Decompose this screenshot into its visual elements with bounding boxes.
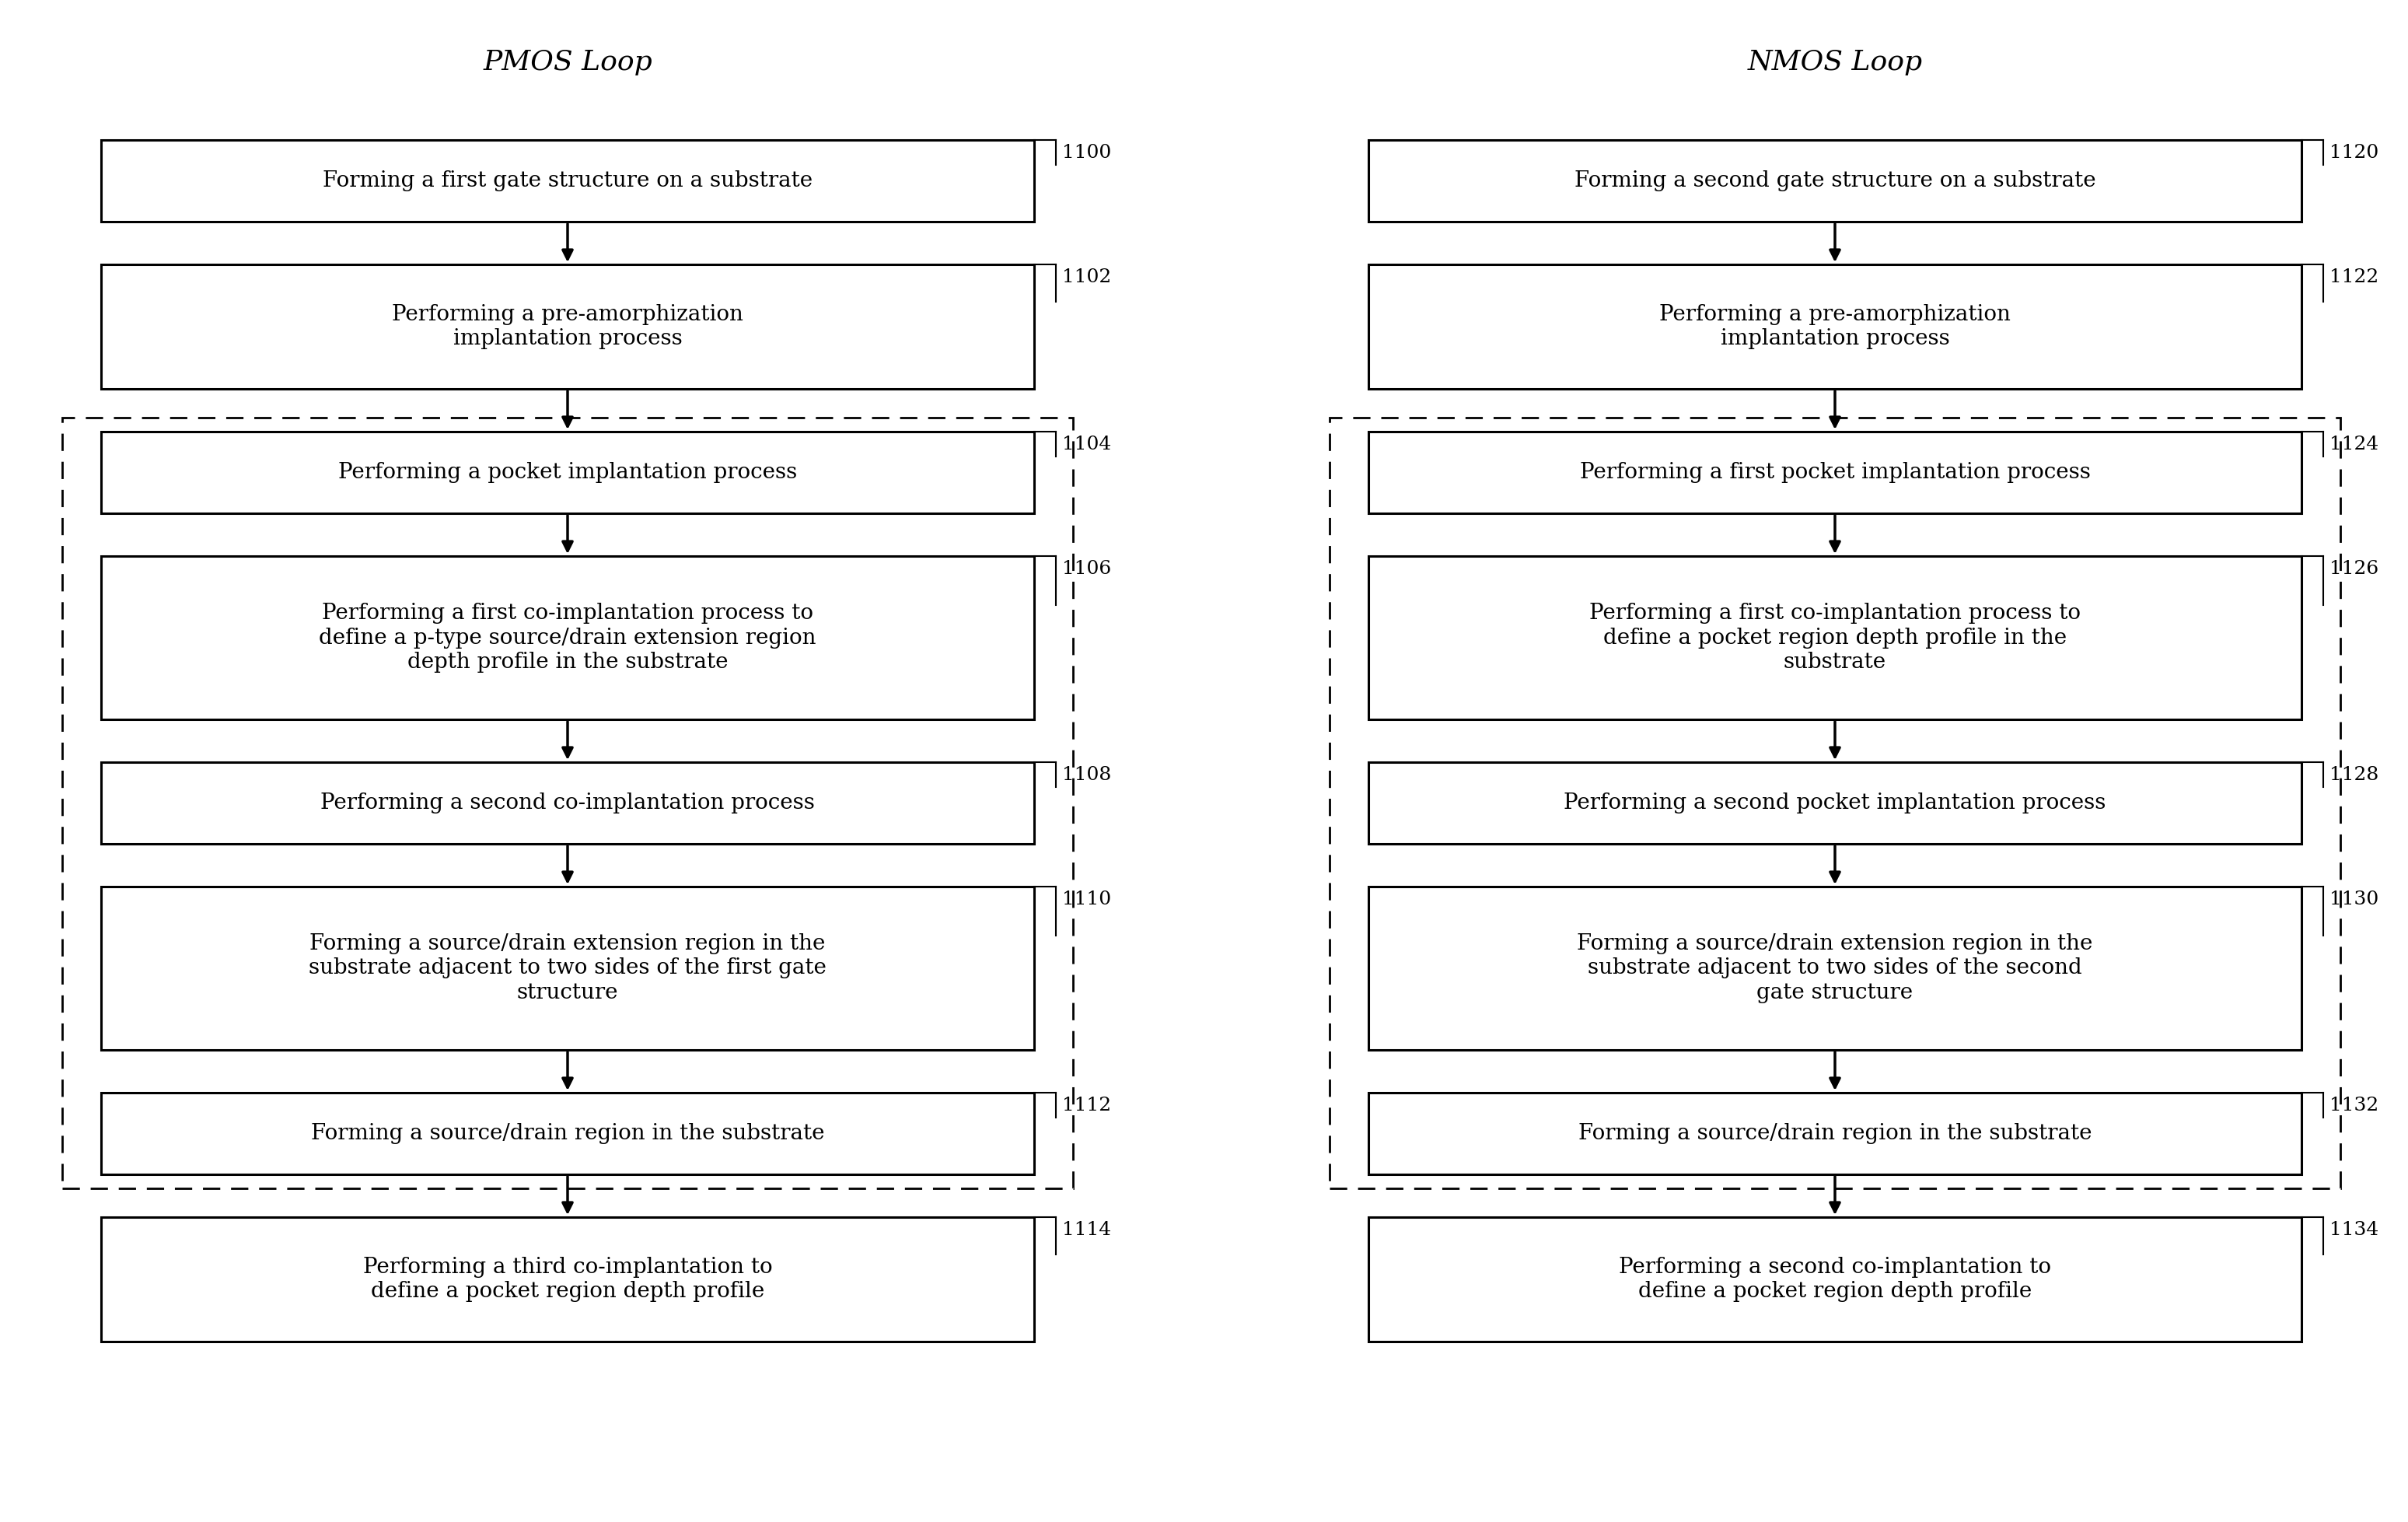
Bar bbox=[1368, 265, 2302, 388]
Bar bbox=[101, 140, 1033, 222]
Bar bbox=[101, 1093, 1033, 1175]
Text: 1128: 1128 bbox=[2329, 766, 2379, 784]
Text: Forming a second gate structure on a substrate: Forming a second gate structure on a sub… bbox=[1575, 170, 2095, 192]
Bar bbox=[101, 887, 1033, 1050]
Text: Forming a first gate structure on a substrate: Forming a first gate structure on a subs… bbox=[323, 170, 811, 192]
Text: Performing a first co-implantation process to
define a pocket region depth profi: Performing a first co-implantation proce… bbox=[1589, 603, 2081, 673]
Text: 1110: 1110 bbox=[1062, 890, 1110, 909]
Text: Forming a source/drain region in the substrate: Forming a source/drain region in the sub… bbox=[311, 1123, 824, 1145]
Text: Forming a source/drain extension region in the
substrate adjacent to two sides o: Forming a source/drain extension region … bbox=[1577, 933, 2093, 1003]
Text: Performing a first pocket implantation process: Performing a first pocket implantation p… bbox=[1580, 463, 2090, 482]
Text: 1120: 1120 bbox=[2329, 145, 2379, 161]
Bar bbox=[101, 1218, 1033, 1341]
Text: 1104: 1104 bbox=[1062, 435, 1110, 454]
Bar bbox=[63, 417, 1074, 1189]
Text: 1100: 1100 bbox=[1062, 145, 1110, 161]
Text: 1124: 1124 bbox=[2329, 435, 2379, 454]
Text: 1106: 1106 bbox=[1062, 560, 1110, 578]
Bar bbox=[101, 763, 1033, 843]
Text: 1134: 1134 bbox=[2329, 1221, 2379, 1239]
Text: 1132: 1132 bbox=[2329, 1096, 2379, 1114]
Text: 1114: 1114 bbox=[1062, 1221, 1110, 1239]
Bar bbox=[101, 432, 1033, 513]
Text: Performing a third co-implantation to
define a pocket region depth profile: Performing a third co-implantation to de… bbox=[364, 1257, 773, 1301]
Text: Performing a second pocket implantation process: Performing a second pocket implantation … bbox=[1563, 793, 2107, 813]
Text: PMOS Loop: PMOS Loop bbox=[484, 49, 653, 76]
Text: Performing a second co-implantation process: Performing a second co-implantation proc… bbox=[320, 793, 814, 813]
Text: 1126: 1126 bbox=[2329, 560, 2379, 578]
Text: Performing a pre-amorphization
implantation process: Performing a pre-amorphization implantat… bbox=[1659, 304, 2011, 349]
Bar bbox=[1368, 432, 2302, 513]
Text: Forming a source/drain extension region in the
substrate adjacent to two sides o: Forming a source/drain extension region … bbox=[308, 933, 826, 1003]
Bar bbox=[101, 265, 1033, 388]
Text: Performing a second co-implantation to
define a pocket region depth profile: Performing a second co-implantation to d… bbox=[1618, 1257, 2052, 1301]
Bar bbox=[1368, 763, 2302, 843]
Bar bbox=[1368, 1093, 2302, 1175]
Text: 1130: 1130 bbox=[2329, 890, 2379, 909]
Bar bbox=[1368, 556, 2302, 720]
Text: Performing a pre-amorphization
implantation process: Performing a pre-amorphization implantat… bbox=[393, 304, 744, 349]
Text: Performing a pocket implantation process: Performing a pocket implantation process bbox=[337, 463, 797, 482]
Bar bbox=[1368, 887, 2302, 1050]
Bar bbox=[101, 556, 1033, 720]
Bar bbox=[1368, 140, 2302, 222]
Text: Forming a source/drain region in the substrate: Forming a source/drain region in the sub… bbox=[1577, 1123, 2093, 1145]
Bar bbox=[1368, 1218, 2302, 1341]
Text: NMOS Loop: NMOS Loop bbox=[1748, 49, 1922, 76]
Text: 1122: 1122 bbox=[2329, 268, 2379, 286]
Bar bbox=[1329, 417, 2341, 1189]
Text: 1102: 1102 bbox=[1062, 268, 1110, 286]
Text: Performing a first co-implantation process to
define a p-type source/drain exten: Performing a first co-implantation proce… bbox=[318, 603, 816, 673]
Text: 1108: 1108 bbox=[1062, 766, 1110, 784]
Text: 1112: 1112 bbox=[1062, 1096, 1110, 1114]
